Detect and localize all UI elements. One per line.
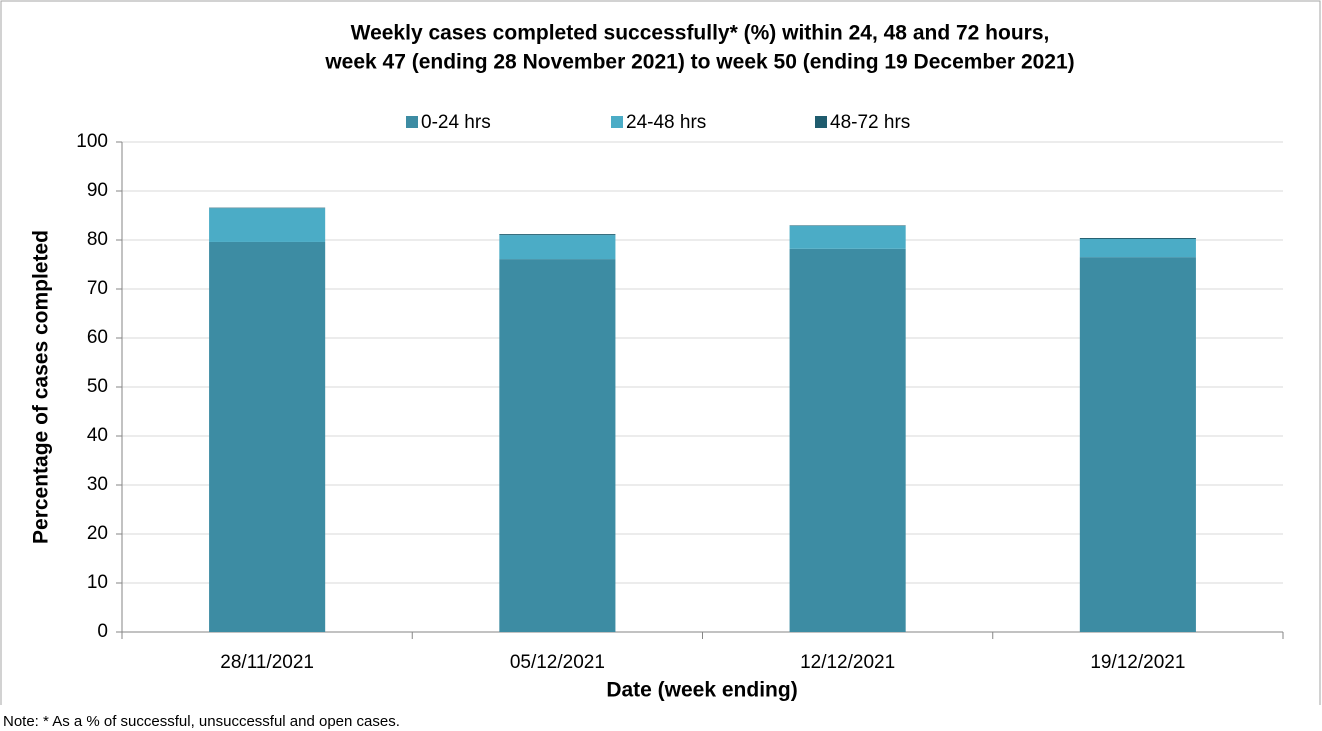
bar-segment [1079, 257, 1196, 632]
legend-label: 0-24 hrs [421, 112, 491, 133]
y-tick-label: 20 [87, 523, 108, 544]
x-tick-label: 12/12/2021 [800, 652, 895, 673]
y-tick-label: 80 [87, 229, 108, 250]
y-tick-label: 70 [87, 278, 108, 299]
legend-swatch [406, 116, 418, 128]
bar-segment [789, 248, 906, 632]
chart-subtitle: week 47 (ending 28 November 2021) to wee… [324, 51, 1074, 74]
y-tick-label: 90 [87, 180, 108, 201]
legend-swatch [611, 116, 623, 128]
bar-segment [1079, 239, 1196, 258]
y-tick-label: 10 [87, 572, 108, 593]
bar-segment [499, 234, 616, 236]
legend-swatch [815, 116, 827, 128]
chart-title: Weekly cases completed successfully* (%)… [351, 22, 1050, 45]
y-tick-label: 100 [76, 131, 108, 152]
y-tick-label: 60 [87, 327, 108, 348]
x-tick-label: 05/12/2021 [510, 652, 605, 673]
bar-segment [499, 235, 616, 260]
chart-frame [0, 0, 1321, 705]
y-tick-label: 50 [87, 376, 108, 397]
legend-label: 24-48 hrs [626, 112, 706, 133]
y-tick-label: 40 [87, 425, 108, 446]
x-axis-label: Date (week ending) [606, 679, 797, 702]
bar-segment [209, 208, 326, 242]
note: Note: * As a % of successful, unsuccessf… [3, 713, 400, 730]
bar-segment [1079, 238, 1196, 240]
x-tick-label: 28/11/2021 [220, 652, 314, 673]
x-tick-label: 19/12/2021 [1090, 652, 1185, 673]
bar-segment [209, 241, 326, 632]
y-axis-label: Percentage of cases completed [30, 230, 53, 544]
y-tick-label: 30 [87, 474, 108, 495]
legend-label: 48-72 hrs [830, 112, 910, 133]
bar-segment [789, 225, 906, 249]
bar-segment [499, 259, 616, 632]
y-tick-label: 0 [97, 621, 108, 642]
